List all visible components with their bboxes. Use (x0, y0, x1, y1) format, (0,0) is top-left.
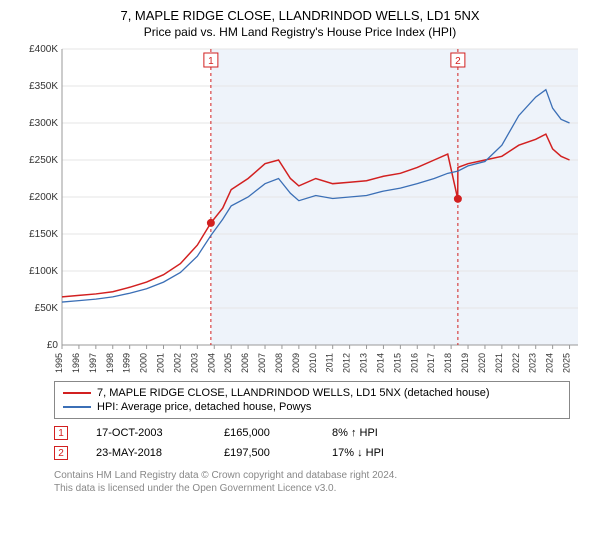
svg-text:£0: £0 (47, 340, 59, 351)
svg-text:2008: 2008 (274, 353, 284, 373)
sale-marker-icon: 2 (54, 446, 68, 460)
svg-text:2003: 2003 (189, 353, 199, 373)
svg-text:2004: 2004 (206, 353, 216, 373)
svg-text:2013: 2013 (359, 353, 369, 373)
chart: £0 £50K £100K £150K £200K £250K £300K £350K £400… (20, 45, 580, 375)
sale-delta: 17% ↓ HPI (332, 447, 384, 459)
svg-text:£200K: £200K (29, 192, 58, 203)
sale-price: £165,000 (224, 427, 304, 439)
svg-text:2009: 2009 (291, 353, 301, 373)
svg-text:2012: 2012 (342, 353, 352, 373)
page-title: 7, MAPLE RIDGE CLOSE, LLANDRINDOD WELLS,… (12, 8, 588, 23)
svg-text:£300K: £300K (29, 118, 58, 129)
svg-text:2024: 2024 (545, 353, 555, 373)
sale-marker-icon: 1 (54, 426, 68, 440)
svg-text:£50K: £50K (35, 303, 59, 314)
svg-text:2022: 2022 (511, 353, 521, 373)
svg-text:2014: 2014 (375, 353, 385, 373)
svg-text:2: 2 (455, 56, 461, 67)
sale-price: £197,500 (224, 447, 304, 459)
footer-line-2: This data is licensed under the Open Gov… (54, 482, 588, 495)
svg-text:1996: 1996 (71, 353, 81, 373)
legend-label: 7, MAPLE RIDGE CLOSE, LLANDRINDOD WELLS,… (97, 387, 490, 399)
svg-text:2006: 2006 (240, 353, 250, 373)
svg-text:£150K: £150K (29, 229, 58, 240)
svg-text:£250K: £250K (29, 155, 58, 166)
legend-label: HPI: Average price, detached house, Powy… (97, 401, 311, 413)
page-subtitle: Price paid vs. HM Land Registry's House … (12, 25, 588, 39)
svg-text:2023: 2023 (528, 353, 538, 373)
svg-text:2015: 2015 (392, 353, 402, 373)
svg-text:£350K: £350K (29, 81, 58, 92)
legend: 7, MAPLE RIDGE CLOSE, LLANDRINDOD WELLS,… (54, 381, 570, 419)
svg-text:2002: 2002 (172, 353, 182, 373)
svg-text:2020: 2020 (477, 353, 487, 373)
line-chart: £0 £50K £100K £150K £200K £250K £300K £350K £400… (20, 45, 580, 375)
footer: Contains HM Land Registry data © Crown c… (54, 469, 588, 495)
legend-item: 7, MAPLE RIDGE CLOSE, LLANDRINDOD WELLS,… (63, 386, 561, 400)
svg-text:2010: 2010 (308, 353, 318, 373)
svg-text:£100K: £100K (29, 266, 58, 277)
svg-text:2016: 2016 (409, 353, 419, 373)
sale-date: 17-OCT-2003 (96, 427, 196, 439)
svg-text:2021: 2021 (494, 353, 504, 373)
svg-text:2005: 2005 (223, 353, 233, 373)
svg-text:1997: 1997 (88, 353, 98, 373)
sale-row: 1 17-OCT-2003 £165,000 8% ↑ HPI (54, 423, 588, 443)
svg-text:1995: 1995 (54, 353, 64, 373)
svg-text:2017: 2017 (426, 353, 436, 373)
sale-delta: 8% ↑ HPI (332, 427, 378, 439)
legend-swatch (63, 392, 91, 394)
svg-text:1998: 1998 (105, 353, 115, 373)
legend-item: HPI: Average price, detached house, Powy… (63, 400, 561, 414)
svg-text:2011: 2011 (325, 353, 335, 372)
legend-swatch (63, 406, 91, 408)
svg-text:1999: 1999 (122, 353, 132, 373)
svg-text:2018: 2018 (443, 353, 453, 373)
svg-text:2007: 2007 (257, 353, 267, 373)
svg-text:2019: 2019 (460, 353, 470, 373)
svg-text:2001: 2001 (156, 353, 166, 373)
sale-date: 23-MAY-2018 (96, 447, 196, 459)
svg-text:£400K: £400K (29, 45, 58, 55)
sales-list: 1 17-OCT-2003 £165,000 8% ↑ HPI 2 23-MAY-2018… (12, 423, 588, 463)
page: 7, MAPLE RIDGE CLOSE, LLANDRINDOD WELLS,… (0, 0, 600, 560)
svg-text:1: 1 (208, 56, 214, 67)
svg-text:2025: 2025 (562, 353, 572, 373)
footer-line-1: Contains HM Land Registry data © Crown c… (54, 469, 588, 482)
sale-row: 2 23-MAY-2018 £197,500 17% ↓ HPI (54, 443, 588, 463)
svg-text:2000: 2000 (139, 353, 149, 373)
